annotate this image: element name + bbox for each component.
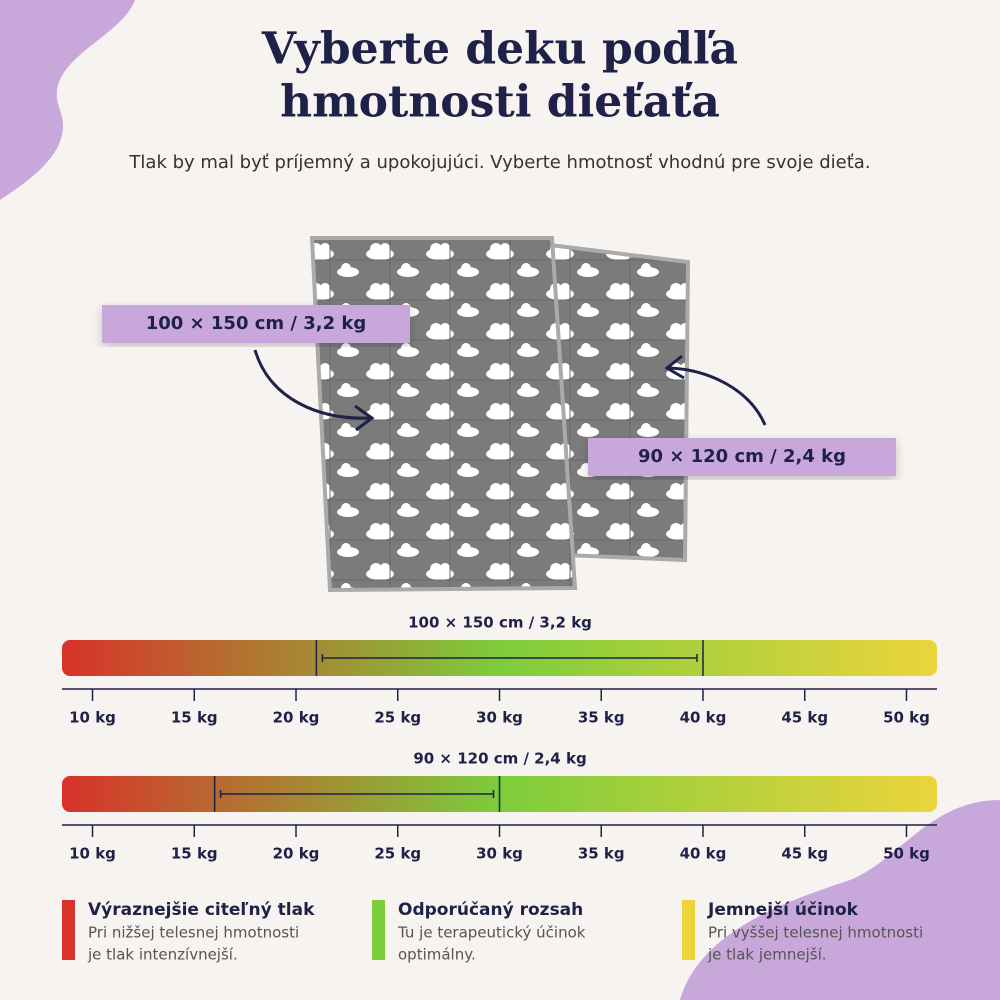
- title-line: hmotnosti dieťaťa: [280, 77, 720, 128]
- tick-label: 10 kg: [69, 709, 116, 727]
- tick-label: 10 kg: [69, 845, 116, 863]
- legend-title: Jemnejší účinok: [707, 900, 859, 920]
- tick-label: 30 kg: [476, 709, 523, 727]
- arrows: [253, 349, 767, 432]
- legend-title: Výraznejšie citeľný tlak: [88, 900, 315, 920]
- scale-label: 100 × 150 cm / 3,2 kg: [408, 614, 592, 632]
- title-line: Vyberte deku podľa: [261, 24, 738, 75]
- legend-text: optimálny.: [398, 946, 476, 964]
- tick-label: 15 kg: [171, 845, 218, 863]
- tick-label: 20 kg: [273, 845, 320, 863]
- tick-label: 35 kg: [578, 709, 625, 727]
- legend-text: je tlak intenzívnejší.: [87, 946, 238, 964]
- legend-title: Odporúčaný rozsah: [398, 900, 583, 920]
- legend-swatch: [372, 900, 385, 960]
- callout: 100 × 150 cm / 3,2 kg: [146, 313, 367, 334]
- tick-label: 20 kg: [273, 709, 320, 727]
- tick-label: 40 kg: [680, 709, 727, 727]
- tick-label: 50 kg: [883, 709, 930, 727]
- legend-swatch: [682, 900, 695, 960]
- decor-blob: [0, 0, 135, 200]
- tick-label: 30 kg: [476, 845, 523, 863]
- legend-text: Pri nižšej telesnej hmotnosti: [88, 924, 299, 942]
- decor-blob: [680, 800, 1000, 1000]
- tick-label: 45 kg: [781, 709, 828, 727]
- legend-text: Pri vyššej telesnej hmotnosti: [708, 924, 923, 942]
- tick-label: 25 kg: [374, 709, 421, 727]
- callout: 90 × 120 cm / 2,4 kg: [638, 446, 846, 467]
- tick-label: 50 kg: [883, 845, 930, 863]
- legend-swatch: [62, 900, 75, 960]
- tick-label: 35 kg: [578, 845, 625, 863]
- legend-text: Tu je terapeutický účinok: [397, 924, 586, 942]
- tick-label: 15 kg: [171, 709, 218, 727]
- scale-label: 90 × 120 cm / 2,4 kg: [413, 750, 586, 768]
- subtitle: Tlak by mal byť príjemný a upokojujúci. …: [128, 152, 870, 173]
- tick-label: 40 kg: [680, 845, 727, 863]
- legend-text: je tlak jemnejší.: [707, 946, 827, 964]
- callout-box: [588, 438, 896, 476]
- tick-label: 45 kg: [781, 845, 828, 863]
- tick-label: 25 kg: [374, 845, 421, 863]
- callout-box: [102, 305, 410, 343]
